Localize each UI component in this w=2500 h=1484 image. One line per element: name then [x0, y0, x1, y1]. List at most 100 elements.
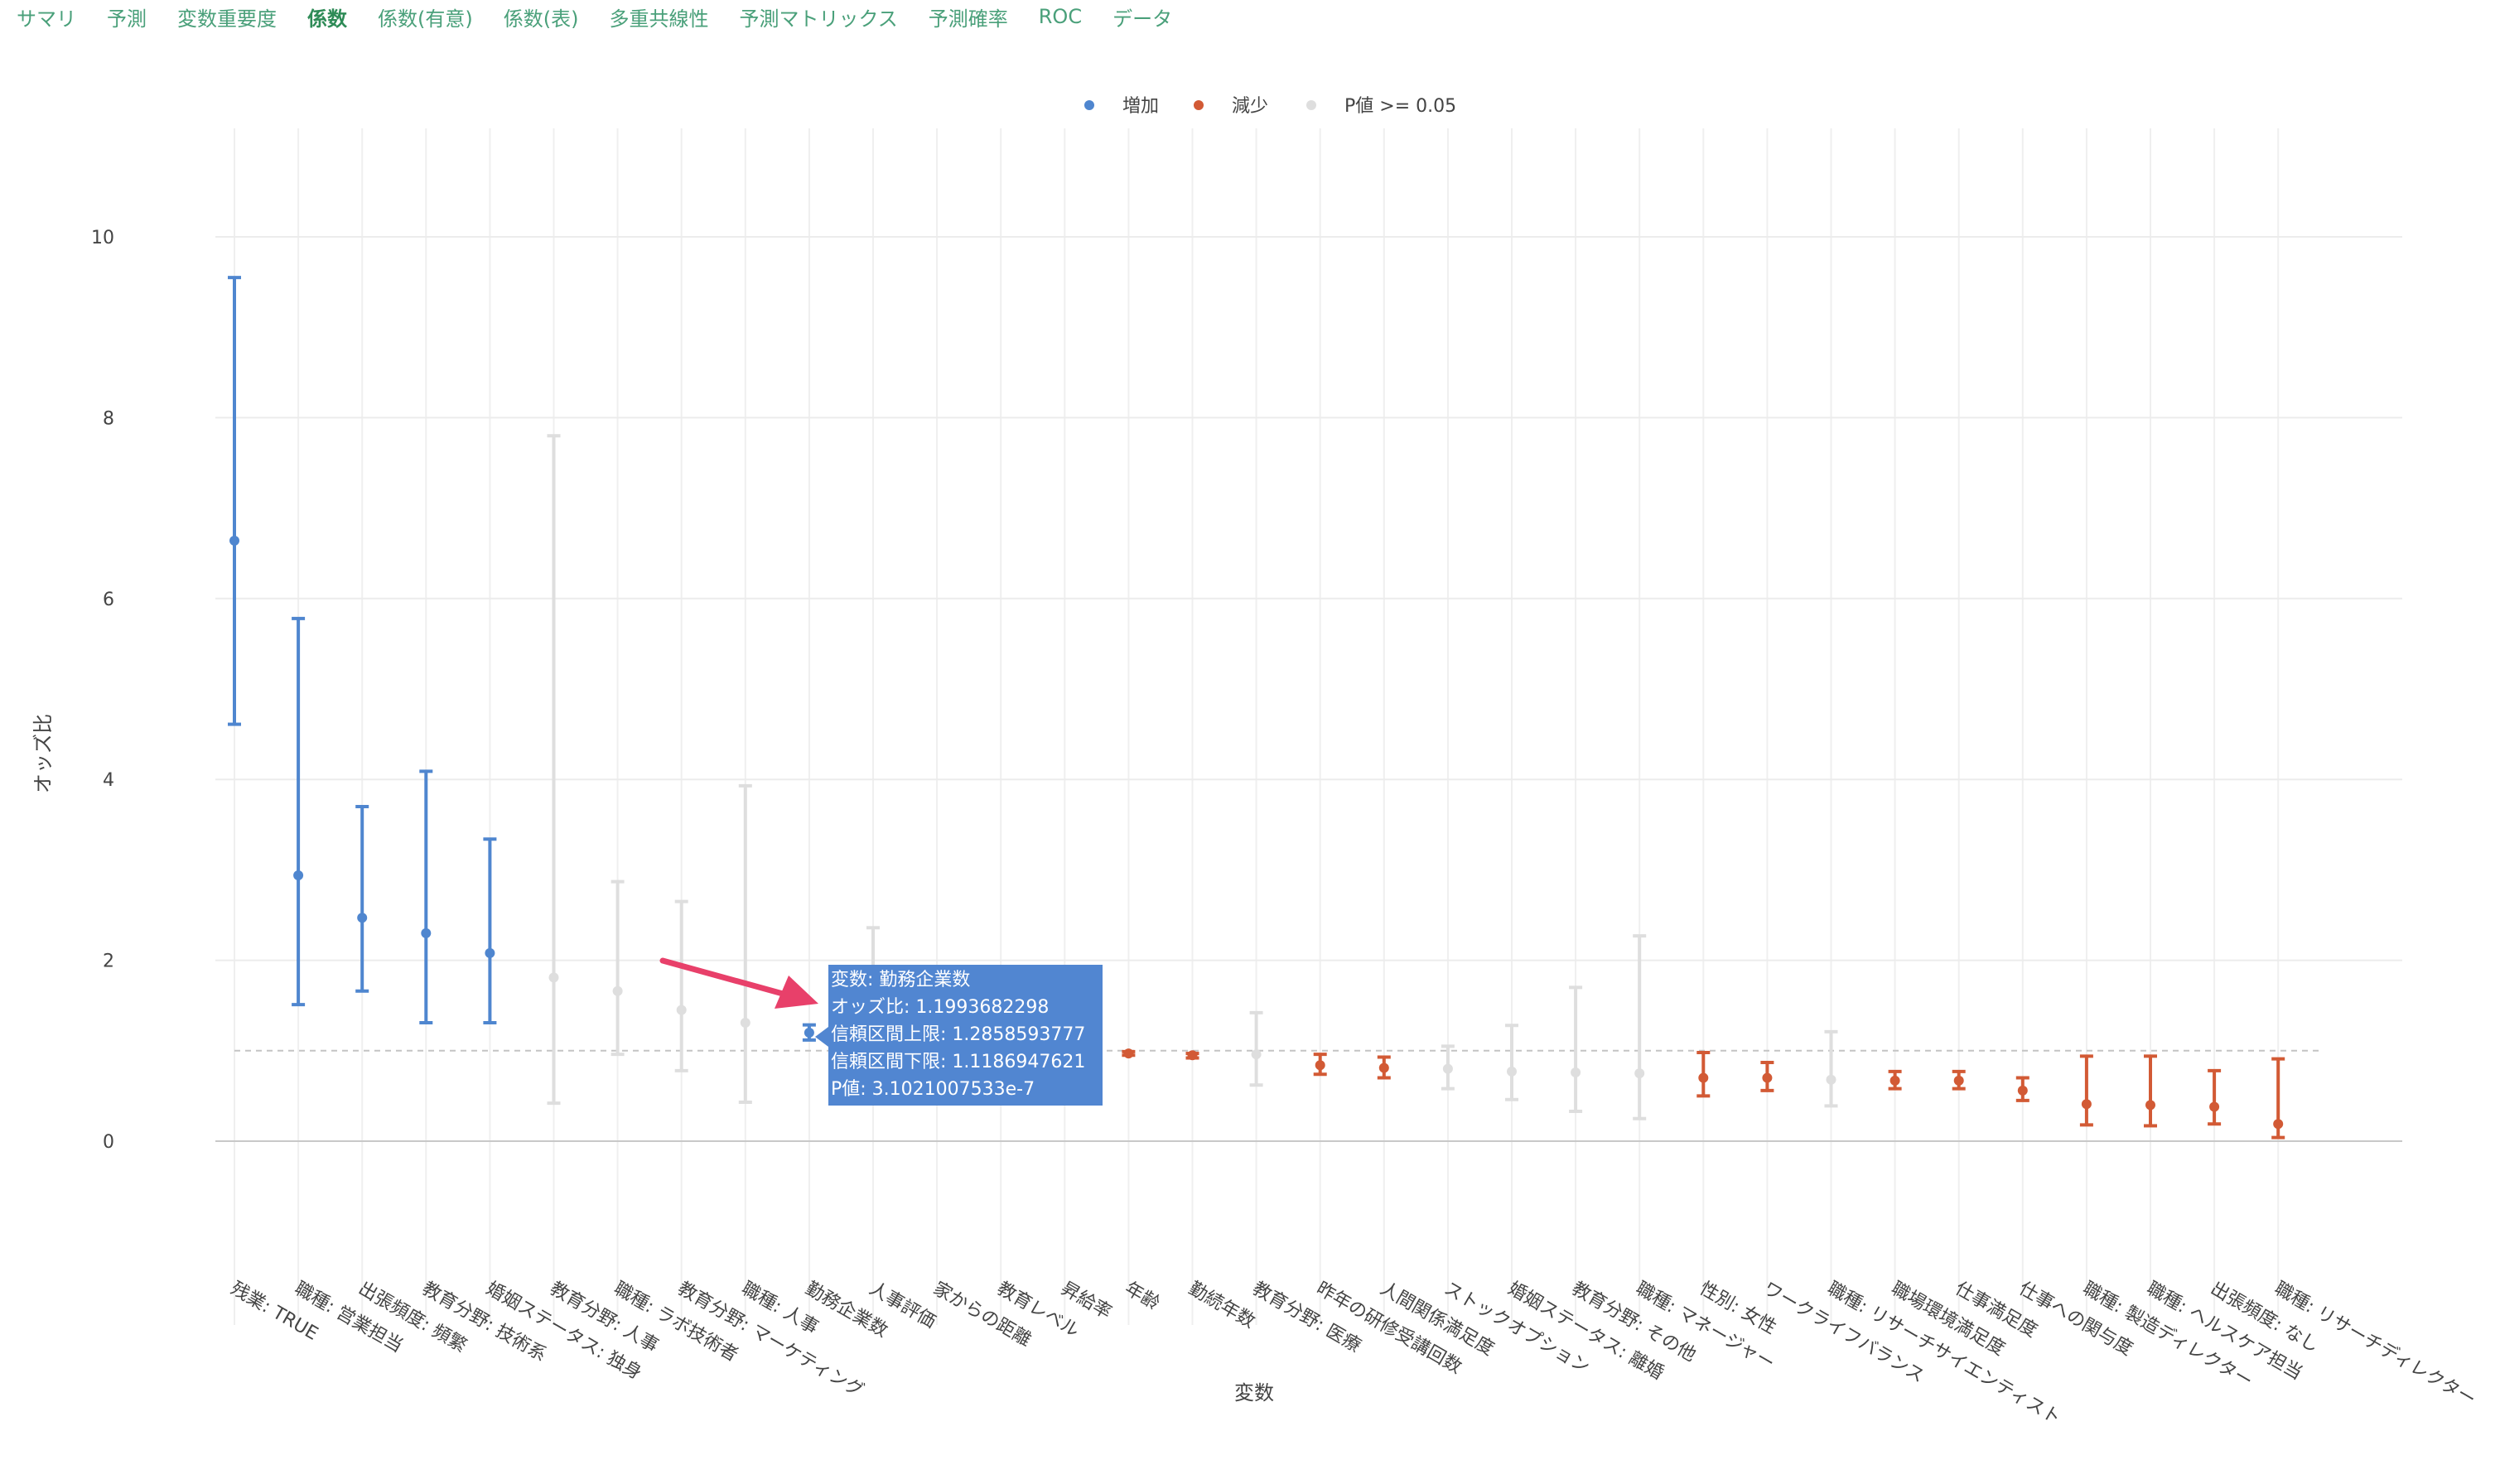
error-bar-6: [611, 879, 625, 1057]
odds-point: [2273, 1119, 2284, 1130]
odds-point: [1187, 1050, 1198, 1061]
x-tick-label: 年齢: [1121, 1279, 1163, 1315]
tab-10[interactable]: データ: [1112, 7, 1173, 31]
error-bar-21: [1569, 985, 1583, 1113]
y-tick-label: 2: [103, 952, 114, 972]
hover-tooltip: 変数: 勤務企業数 オッズ比: 1.1993682298 信頼区間上限: 1.2…: [815, 965, 1103, 1106]
tooltip-odds: オッズ比: 1.1993682298: [831, 997, 1050, 1018]
error-bar-32: [2271, 1057, 2285, 1140]
error-bar-24: [1760, 1060, 1774, 1092]
legend: 増加 減少 P値 >= 0.05: [1084, 96, 1456, 117]
error-bar-14: [1122, 1048, 1136, 1059]
error-bar-2: [355, 804, 369, 993]
tooltip-pvalue: P値: 3.1021007533e-7: [831, 1079, 1035, 1100]
tab-1[interactable]: 予測: [107, 7, 147, 31]
odds-point: [1251, 1049, 1262, 1060]
odds-point: [2017, 1085, 2028, 1096]
error-bar-17: [1313, 1053, 1327, 1077]
tooltip-upper: 信頼区間上限: 1.2858593777: [831, 1024, 1086, 1045]
legend-item-increase: 増加: [1084, 96, 1159, 117]
odds-point: [485, 947, 495, 958]
tab-4[interactable]: 係数(有意): [378, 7, 473, 31]
error-bar-26: [1888, 1069, 1902, 1091]
odds-point: [1698, 1072, 1709, 1083]
legend-label: P値 >= 0.05: [1344, 96, 1456, 117]
legend-label: 減少: [1232, 96, 1268, 117]
x-tick-label: 職種: 営業担当: [291, 1279, 406, 1357]
odds-point: [548, 972, 559, 983]
legend-label: 増加: [1122, 96, 1159, 117]
error-bar-16: [1249, 1010, 1263, 1087]
odds-point: [2145, 1100, 2155, 1111]
legend-marker: [1084, 100, 1094, 110]
error-bar-29: [2079, 1054, 2093, 1127]
error-bar-9: [802, 1023, 816, 1042]
odds-point: [1889, 1075, 1900, 1086]
tab-2[interactable]: 変数重要度: [177, 7, 277, 31]
odds-point: [740, 1017, 750, 1028]
error-bar-25: [1824, 1029, 1838, 1108]
tab-6[interactable]: 多重共線性: [609, 7, 709, 31]
error-bar-30: [2144, 1054, 2157, 1128]
tab-3[interactable]: 係数: [307, 7, 347, 31]
y-tick-label: 10: [91, 228, 114, 248]
legend-marker: [1194, 100, 1204, 110]
odds-point: [229, 535, 239, 546]
error-bar-28: [2015, 1076, 2029, 1102]
legend-item-insignificant: P値 >= 0.05: [1306, 96, 1456, 117]
legend-item-decrease: 減少: [1194, 96, 1268, 117]
y-tick-label: 8: [103, 408, 114, 429]
odds-point: [804, 1028, 814, 1038]
error-bar-18: [1377, 1055, 1391, 1080]
odds-point: [676, 1005, 687, 1015]
odds-point: [1571, 1067, 1581, 1078]
tab-5[interactable]: 係数(表): [503, 7, 579, 31]
odds-point: [2209, 1101, 2220, 1112]
tab-9[interactable]: ROC: [1038, 5, 1083, 28]
tooltip-lower: 信頼区間下限: 1.1186947621: [831, 1052, 1086, 1072]
error-bar-8: [738, 783, 752, 1105]
tab-bar: サマリ 予測 変数重要度 係数 係数(有意) 係数(表) 多重共線性 予測マトリックス 予測確率…: [17, 0, 1203, 33]
odds-point: [1762, 1072, 1773, 1083]
y-gridlines: [215, 236, 2402, 1142]
error-bar-7: [674, 899, 688, 1072]
error-bar-31: [2208, 1068, 2222, 1126]
odds-point: [1123, 1048, 1134, 1059]
error-bar-1: [292, 616, 306, 1007]
x-tick-label: 出張頻度: 頻繁: [355, 1279, 470, 1357]
odds-point: [293, 870, 304, 880]
annotation-arrow: [659, 957, 818, 1009]
odds-point: [2081, 1099, 2092, 1110]
odds-point: [421, 928, 432, 938]
x-axis-title: 変数: [1234, 1381, 1274, 1404]
tab-8[interactable]: 予測確率: [928, 7, 1008, 31]
odds-point: [612, 985, 623, 996]
odds-point: [1953, 1075, 1964, 1086]
odds-point: [1315, 1060, 1325, 1071]
x-tick-label: 勤続年数: [1185, 1279, 1259, 1333]
odds-point: [1634, 1068, 1645, 1079]
error-bar-3: [419, 769, 433, 1024]
y-tick-label: 0: [103, 1132, 114, 1153]
odds-point: [1507, 1066, 1517, 1077]
legend-marker: [1306, 100, 1316, 110]
error-bar-4: [483, 837, 497, 1024]
odds-point: [357, 913, 368, 923]
error-bar-15: [1185, 1050, 1199, 1061]
error-bar-23: [1696, 1050, 1711, 1098]
error-bar-22: [1633, 934, 1647, 1120]
x-gridlines: [234, 128, 2280, 1325]
y-axis-title: オッズ比: [31, 714, 55, 793]
y-tick-label: 4: [103, 770, 114, 791]
error-bar-5: [547, 434, 561, 1106]
odds-point: [1378, 1062, 1389, 1073]
tooltip-variable: 変数: 勤務企業数: [831, 970, 971, 990]
tab-7[interactable]: 予測マトリックス: [739, 7, 898, 31]
y-tick-labels: 0 2 4 6 8 10: [91, 228, 114, 1153]
tab-0[interactable]: サマリ: [17, 7, 76, 31]
error-bar-19: [1441, 1044, 1455, 1091]
odds-point: [1442, 1063, 1453, 1074]
odds-point: [1826, 1074, 1836, 1085]
error-bar-20: [1505, 1024, 1518, 1101]
